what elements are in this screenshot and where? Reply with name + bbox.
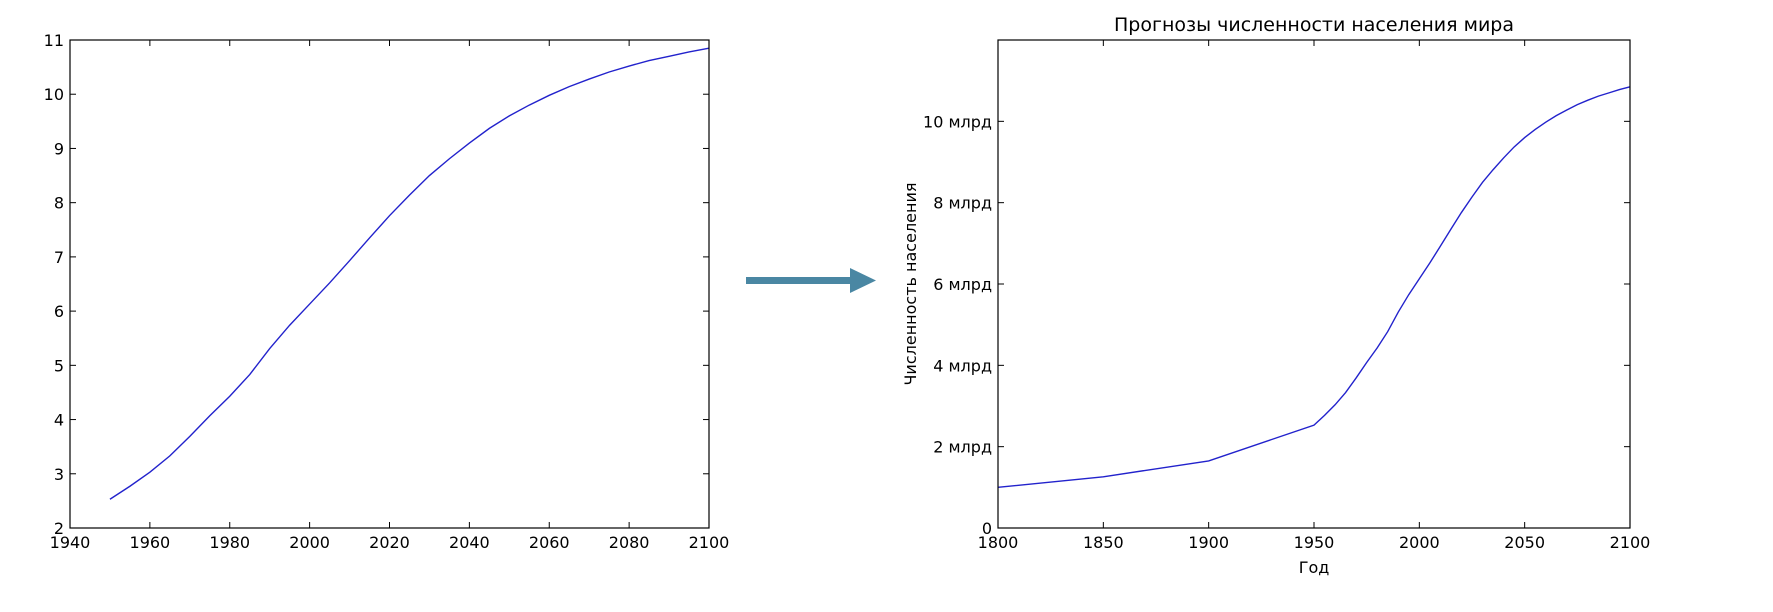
left-x-tick-label: 1960: [130, 533, 171, 552]
right-y-tick-label: 6 млрд: [933, 275, 992, 294]
left-series-line-0: [109, 47, 710, 500]
left-x-tick-label: 1980: [209, 533, 250, 552]
left-y-tick-label: 6: [54, 302, 64, 321]
left-x-tick-label: 2080: [609, 533, 650, 552]
left-y-tick-label: 8: [54, 194, 64, 213]
left-y-tick-label: 11: [44, 31, 64, 50]
left-y-tick-label: 4: [54, 411, 64, 430]
right-x-tick-label: 1850: [1083, 533, 1124, 552]
right-x-axis-label: Год: [1299, 558, 1330, 577]
right-x-tick-label: 1800: [978, 533, 1019, 552]
right-y-tick-label: 4 млрд: [933, 356, 992, 375]
left-x-tick-label: 2020: [369, 533, 410, 552]
right-x-tick-label: 1950: [1294, 533, 1335, 552]
right-y-axis-label: Численность населения: [901, 182, 920, 385]
left-y-tick-label: 7: [54, 248, 64, 267]
right-x-tick-label: 2000: [1399, 533, 1440, 552]
left-y-tick-label: 10: [44, 85, 64, 104]
right-plot-frame: [997, 39, 1631, 529]
right-series-line-0: [997, 86, 1631, 489]
left-y-tick-label: 5: [54, 356, 64, 375]
arrow-head: [850, 268, 876, 293]
right-x-tick-label: 1900: [1188, 533, 1229, 552]
chart-right: 1800 1850 1900 1950 2000 2050 2100 0 2 млрд 4 млр…: [901, 14, 1650, 577]
left-y-tick-label: 9: [54, 139, 64, 158]
right-y-tick-label: 8 млрд: [933, 194, 992, 213]
arrow-right-icon: [746, 268, 876, 293]
arrow-shaft: [746, 277, 854, 284]
chart-left: 1940 1960 1980 2000 2020 2040 2060 2080 2100 2 3 4 5…: [44, 31, 730, 552]
right-x-tick-label: 2050: [1504, 533, 1545, 552]
left-x-tick-label: 1940: [50, 533, 91, 552]
right-y-tick-label: 10 млрд: [923, 112, 992, 131]
left-x-tick-label: 2100: [689, 533, 730, 552]
right-y-tick-label: 0: [982, 519, 992, 538]
left-x-tick-label: 2060: [529, 533, 570, 552]
left-plot-frame: [69, 39, 710, 529]
left-y-tick-label: 3: [54, 465, 64, 484]
left-x-tick-label: 2000: [289, 533, 330, 552]
right-chart-title: Прогнозы численности населения мира: [1114, 14, 1514, 36]
right-y-tick-label: 2 млрд: [933, 438, 992, 457]
left-y-tick-label: 2: [54, 519, 64, 538]
left-x-tick-label: 2040: [449, 533, 490, 552]
right-x-tick-label: 2100: [1610, 533, 1651, 552]
